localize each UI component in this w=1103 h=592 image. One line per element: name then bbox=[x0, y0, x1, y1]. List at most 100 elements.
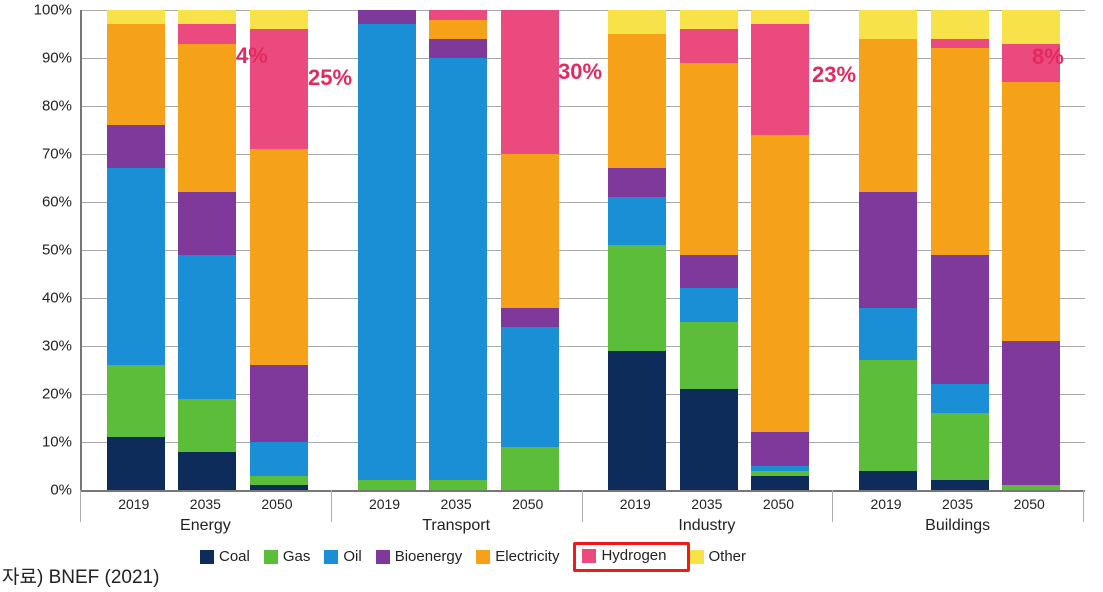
bar-segment-oil bbox=[250, 442, 308, 476]
bar-segment-bioenergy bbox=[501, 308, 559, 327]
bar-segment-gas bbox=[608, 245, 666, 351]
year-label: 2050 bbox=[1000, 496, 1058, 512]
category-label: Industry bbox=[582, 517, 833, 535]
bar-segment-oil bbox=[358, 24, 416, 480]
bar-segment-gas bbox=[931, 413, 989, 480]
bar bbox=[680, 10, 738, 490]
bar-segment-coal bbox=[608, 351, 666, 490]
year-label: 2019 bbox=[105, 496, 163, 512]
legend-label: Gas bbox=[283, 548, 311, 565]
year-label: 2035 bbox=[176, 496, 234, 512]
legend-item-gas: Gas bbox=[264, 548, 311, 565]
y-tick-label: 90% bbox=[20, 50, 72, 67]
bar bbox=[859, 10, 917, 490]
y-tick-label: 50% bbox=[20, 242, 72, 259]
annotation: 23% bbox=[812, 62, 856, 88]
group-separator bbox=[80, 490, 81, 522]
legend-swatch bbox=[324, 550, 338, 564]
category-label: Energy bbox=[80, 517, 331, 535]
legend-item-oil: Oil bbox=[324, 548, 361, 565]
bar bbox=[608, 10, 666, 490]
legend-label: Oil bbox=[343, 548, 361, 565]
year-label: 2050 bbox=[499, 496, 557, 512]
bar-segment-bioenergy bbox=[931, 255, 989, 385]
bar-segment-bioenergy bbox=[178, 192, 236, 254]
bar-segment-electricity bbox=[429, 20, 487, 39]
legend-item-electricity: Electricity bbox=[476, 548, 559, 565]
bar-segment-electricity bbox=[859, 39, 917, 193]
legend-item-hydrogen: Hydrogen bbox=[582, 547, 666, 564]
bar bbox=[250, 10, 308, 490]
legend-label: Coal bbox=[219, 548, 250, 565]
y-tick-label: 0% bbox=[20, 482, 72, 499]
bar-segment-bioenergy bbox=[250, 365, 308, 442]
bar-segment-electricity bbox=[931, 48, 989, 254]
bar-segment-bioenergy bbox=[107, 125, 165, 168]
bar-segment-other bbox=[178, 10, 236, 24]
bar-segment-coal bbox=[931, 480, 989, 490]
bar bbox=[429, 10, 487, 490]
bar-segment-bioenergy bbox=[680, 255, 738, 289]
bar-segment-coal bbox=[250, 485, 308, 490]
annotation: 4% bbox=[236, 43, 268, 69]
bar-segment-coal bbox=[751, 476, 809, 490]
year-label: 2050 bbox=[248, 496, 306, 512]
bar-segment-coal bbox=[107, 437, 165, 490]
bar-segment-electricity bbox=[1002, 82, 1060, 341]
bar-segment-hydrogen bbox=[931, 39, 989, 49]
bar-segment-electricity bbox=[250, 149, 308, 365]
bar-segment-electricity bbox=[751, 135, 809, 433]
bar-segment-hydrogen bbox=[751, 24, 809, 134]
bar-segment-coal bbox=[859, 471, 917, 490]
annotation: 30% bbox=[558, 59, 602, 85]
bar-segment-bioenergy bbox=[358, 10, 416, 24]
legend-swatch bbox=[476, 550, 490, 564]
source-label: 자료) BNEF (2021) bbox=[2, 562, 159, 589]
y-tick-label: 30% bbox=[20, 338, 72, 355]
bar-segment-gas bbox=[178, 399, 236, 452]
bar-segment-oil bbox=[501, 327, 559, 447]
bar-segment-hydrogen bbox=[429, 10, 487, 20]
bar-segment-electricity bbox=[501, 154, 559, 308]
y-tick-label: 20% bbox=[20, 386, 72, 403]
annotation: 25% bbox=[308, 65, 352, 91]
year-label: 2019 bbox=[857, 496, 915, 512]
bar-segment-hydrogen bbox=[178, 24, 236, 43]
bar-segment-oil bbox=[859, 308, 917, 361]
bar-segment-other bbox=[1002, 10, 1060, 44]
legend-swatch bbox=[582, 549, 596, 563]
y-tick-label: 60% bbox=[20, 194, 72, 211]
legend-highlight: Hydrogen bbox=[573, 542, 689, 572]
legend-label: Electricity bbox=[495, 548, 559, 565]
chart-container: 0%10%20%30%40%50%60%70%80%90%100% Energy… bbox=[20, 10, 1083, 535]
year-label: 2035 bbox=[678, 496, 736, 512]
year-label: 2035 bbox=[929, 496, 987, 512]
group-separator bbox=[1083, 490, 1084, 522]
bar-segment-hydrogen bbox=[501, 10, 559, 154]
bar-segment-gas bbox=[501, 447, 559, 490]
bar-segment-other bbox=[107, 10, 165, 24]
bar-segment-electricity bbox=[178, 44, 236, 193]
bar-segment-oil bbox=[680, 288, 738, 322]
bar-segment-bioenergy bbox=[751, 432, 809, 466]
category-label: Transport bbox=[331, 517, 582, 535]
bar bbox=[1002, 10, 1060, 490]
year-label: 2035 bbox=[427, 496, 485, 512]
bar-segment-oil bbox=[429, 58, 487, 480]
y-tick-label: 100% bbox=[20, 2, 72, 19]
bar bbox=[358, 10, 416, 490]
bar-segment-electricity bbox=[107, 24, 165, 125]
bar-segment-bioenergy bbox=[859, 192, 917, 307]
bar-segment-coal bbox=[178, 452, 236, 490]
legend-swatch bbox=[200, 550, 214, 564]
bar-segment-other bbox=[859, 10, 917, 39]
bar bbox=[107, 10, 165, 490]
bar-segment-other bbox=[680, 10, 738, 29]
bar-segment-gas bbox=[751, 471, 809, 476]
year-label: 2019 bbox=[606, 496, 664, 512]
bar-segment-coal bbox=[680, 389, 738, 490]
legend-item-bioenergy: Bioenergy bbox=[376, 548, 463, 565]
bar-segment-gas bbox=[250, 476, 308, 486]
legend-swatch bbox=[376, 550, 390, 564]
y-tick-label: 10% bbox=[20, 434, 72, 451]
